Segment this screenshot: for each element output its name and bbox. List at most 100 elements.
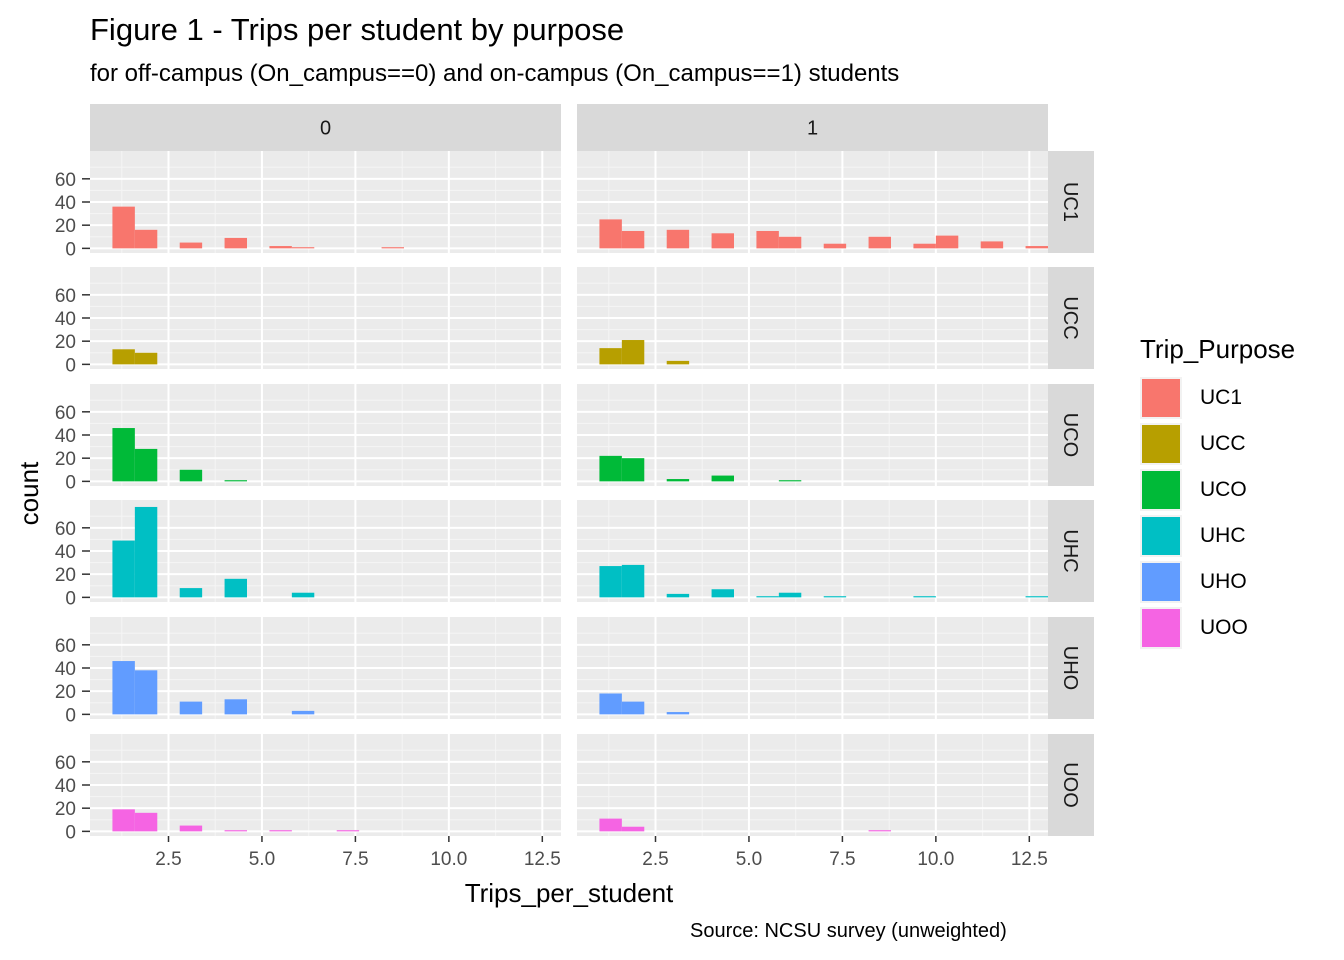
histogram-bar — [621, 826, 645, 832]
legend-label: UHC — [1200, 524, 1246, 547]
legend-label: UC1 — [1200, 386, 1243, 409]
row-strip-label: UCC — [1059, 296, 1081, 339]
histogram-bar — [112, 809, 135, 832]
legend-item-uho: UHO — [1140, 559, 1295, 605]
histogram-bar — [778, 592, 802, 598]
y-tick-label: 60 — [55, 403, 76, 424]
x-tick-label: 2.5 — [642, 849, 668, 870]
histogram-bar — [868, 236, 891, 249]
y-tick-label: 20 — [55, 799, 76, 820]
row-strip-label: UOO — [1059, 762, 1081, 808]
histogram-bar — [112, 349, 135, 365]
histogram-bar — [711, 475, 734, 482]
histogram-bar — [666, 229, 690, 249]
histogram-bar — [599, 693, 622, 715]
column-strip-label: 0 — [320, 118, 331, 140]
histogram-bar — [224, 578, 247, 598]
y-tick-label: 60 — [55, 519, 76, 540]
histogram-bar — [599, 219, 622, 249]
legend-item-ucc: UCC — [1140, 421, 1295, 467]
histogram-bar — [666, 479, 690, 482]
histogram-bar — [621, 230, 645, 249]
y-tick-label: 40 — [55, 193, 76, 214]
histogram-bar — [291, 592, 315, 598]
histogram-bar — [224, 830, 247, 832]
histogram-bar — [868, 830, 891, 832]
x-axis-title: Trips_per_student — [465, 878, 674, 908]
histogram-bar — [134, 506, 158, 598]
y-axis-title: count — [14, 461, 44, 525]
histogram-bar — [913, 243, 936, 249]
histogram-bar — [666, 593, 690, 598]
histogram-bar — [224, 480, 247, 482]
histogram-bar — [336, 830, 360, 832]
histogram-bar — [823, 596, 847, 598]
y-tick-label: 40 — [55, 659, 76, 680]
histogram-bar — [112, 428, 135, 482]
x-tick-label: 10.0 — [917, 849, 954, 870]
row-strip-label: UHC — [1059, 529, 1081, 572]
row-strip-uoo — [1048, 734, 1094, 836]
chart-title: Figure 1 - Trips per student by purpose — [90, 12, 625, 47]
histogram-bar — [621, 701, 645, 715]
y-tick-label: 20 — [55, 682, 76, 703]
y-tick-label: 0 — [65, 472, 76, 493]
row-strip-uco — [1048, 384, 1094, 486]
histogram-bar — [224, 699, 247, 715]
legend-key — [1140, 423, 1182, 465]
histogram-bar — [823, 243, 847, 249]
histogram-bar — [980, 241, 1004, 249]
row-strip-label: UC1 — [1059, 182, 1081, 222]
histogram-bar — [134, 670, 158, 715]
legend-label: UCO — [1200, 478, 1247, 501]
row-strip-label: UHO — [1059, 646, 1081, 690]
column-strip-1 — [577, 104, 1048, 151]
x-tick-label: 5.0 — [736, 849, 762, 870]
legend-item-uoo: UOO — [1140, 605, 1295, 651]
chart-caption: Source: NCSU survey (unweighted) — [690, 920, 1007, 942]
histogram-bar — [134, 352, 158, 365]
x-tick-label: 2.5 — [155, 849, 181, 870]
histogram-bar — [756, 596, 779, 598]
legend-label: UCC — [1200, 432, 1246, 455]
row-strip-uc1 — [1048, 151, 1094, 253]
y-tick-label: 20 — [55, 449, 76, 470]
row-strip-label: UCO — [1059, 413, 1081, 457]
histogram-bar — [291, 710, 315, 715]
histogram-bar — [179, 469, 203, 482]
legend-item-uco: UCO — [1140, 467, 1295, 513]
legend-key — [1140, 377, 1182, 419]
legend-label: UOO — [1200, 616, 1248, 639]
legend-label: UHO — [1200, 570, 1247, 593]
histogram-bar — [134, 448, 158, 482]
histogram-bar — [711, 233, 734, 249]
legend-item-uhc: UHC — [1140, 513, 1295, 559]
y-tick-label: 60 — [55, 170, 76, 191]
histogram-bar — [269, 246, 292, 249]
histogram-bar — [756, 230, 779, 249]
histogram-bar — [112, 206, 135, 249]
legend-title: Trip_Purpose — [1140, 334, 1296, 364]
histogram-bar — [112, 661, 135, 715]
histogram-bar — [711, 589, 734, 598]
y-tick-label: 0 — [65, 588, 76, 609]
legend-key — [1140, 561, 1182, 603]
histogram-bar — [599, 566, 622, 598]
x-tick-label: 7.5 — [342, 849, 368, 870]
histogram-bar — [599, 455, 622, 482]
histogram-bar — [778, 480, 802, 482]
x-tick-label: 10.0 — [430, 849, 467, 870]
histogram-bar — [621, 340, 645, 365]
y-tick-label: 0 — [65, 355, 76, 376]
y-tick-label: 40 — [55, 309, 76, 330]
histogram-bar — [134, 229, 158, 249]
legend-item-uc1: UC1 — [1140, 375, 1295, 421]
chart-subtitle: for off-campus (On_campus==0) and on-cam… — [90, 60, 900, 87]
histogram-bar — [291, 247, 315, 249]
histogram-bar — [179, 588, 203, 598]
histogram-bar — [112, 540, 135, 598]
histogram-bar — [179, 825, 203, 832]
histogram-bar — [381, 247, 404, 249]
y-tick-label: 0 — [65, 239, 76, 260]
